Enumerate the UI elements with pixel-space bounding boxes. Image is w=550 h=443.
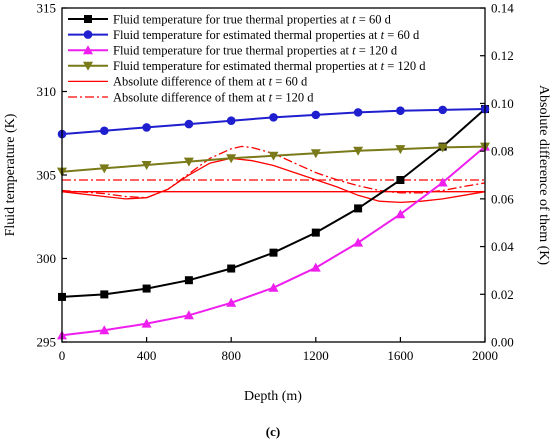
series-0-point-4 xyxy=(227,264,236,273)
ticks-layer: 0 400 800 1200 1600 2000 295 300 305 310 315 0.00 0.… xyxy=(37,1,515,364)
series-3-point-6 xyxy=(310,149,321,159)
y-left-tick-label-2: 305 xyxy=(37,168,57,183)
y-right-tick-label-0: 0.00 xyxy=(491,335,514,350)
x-tick-label-2: 800 xyxy=(221,348,241,363)
series-2-point-2 xyxy=(141,318,152,328)
series-1-point-8 xyxy=(396,106,405,116)
series-0 xyxy=(58,105,489,301)
series-0-point-3 xyxy=(184,276,193,285)
series-3-point-8 xyxy=(395,145,406,155)
y-right-tick-label-7: 0.14 xyxy=(491,1,514,16)
figure-caption: (c) xyxy=(266,424,280,439)
series-0-point-6 xyxy=(311,228,320,237)
series-0-line xyxy=(61,108,486,298)
series-3-point-9 xyxy=(437,143,448,153)
series-1-point-5 xyxy=(269,113,278,122)
legend-marker-3 xyxy=(83,61,93,71)
legend-label-1: Fluid temperature for estimated thermal … xyxy=(113,28,420,42)
legend-label-0: Fluid temperature for true thermal prope… xyxy=(113,12,392,26)
reference-lines-layer xyxy=(62,179,485,193)
x-tick-label-4: 1600 xyxy=(387,348,413,363)
y-right-tick-label-6: 0.12 xyxy=(491,48,514,63)
legend-label-2: Fluid temperature for true thermal prope… xyxy=(113,44,398,58)
y-axis-label-left: Fluid temperature (K) xyxy=(3,113,18,236)
series-3-point-3 xyxy=(183,157,194,167)
series-3-point-2 xyxy=(141,160,152,170)
series-3-point-1 xyxy=(99,164,110,174)
series-2 xyxy=(57,141,490,340)
series-1 xyxy=(57,104,490,139)
series-3-point-7 xyxy=(353,146,364,156)
series-1-point-4 xyxy=(226,116,236,126)
x-tick-label-0: 0 xyxy=(59,348,66,363)
series-2-point-9 xyxy=(437,177,448,187)
series-1-point-6 xyxy=(311,110,321,120)
x-axis-label: Depth (m) xyxy=(244,389,302,404)
x-tick-label-5: 2000 xyxy=(472,348,498,363)
series-3-point-4 xyxy=(226,154,237,164)
series-1-point-7 xyxy=(353,108,363,117)
y-right-tick-label-2: 0.04 xyxy=(491,239,514,254)
series-layer xyxy=(57,104,490,340)
y-left-tick-label-0: 295 xyxy=(37,335,57,350)
x-tick-label-3: 1200 xyxy=(303,348,329,363)
series-2-point-6 xyxy=(310,262,321,272)
x-tick-label-1: 400 xyxy=(137,348,157,363)
series-2-point-5 xyxy=(268,282,279,292)
series-0-point-1 xyxy=(100,290,109,299)
series-1-point-2 xyxy=(142,123,151,132)
y-left-tick-label-4: 315 xyxy=(37,1,57,16)
series-0-point-8 xyxy=(396,176,405,185)
y-left-tick-label-3: 310 xyxy=(37,84,57,99)
series-2-point-4 xyxy=(226,297,237,307)
series-2-point-1 xyxy=(99,325,110,335)
y-axis-label-right: Absolute difference of them (K) xyxy=(536,85,550,265)
legend-marker-2 xyxy=(83,45,93,55)
y-left-tick-label-1: 300 xyxy=(37,251,57,266)
legend-label-4: Absolute difference of them at t = 60 d xyxy=(113,75,308,89)
y-right-tick-label-1: 0.02 xyxy=(491,287,514,302)
series-2-point-3 xyxy=(183,310,194,320)
series-2-point-8 xyxy=(395,209,406,219)
series-2-line xyxy=(61,145,486,337)
legend-marker-0 xyxy=(84,15,92,23)
series-2-point-7 xyxy=(353,237,364,247)
y-right-tick-label-3: 0.06 xyxy=(491,191,514,206)
legend-label-3: Fluid temperature for estimated thermal … xyxy=(113,59,426,73)
series-0-point-5 xyxy=(269,248,278,257)
series-0-point-2 xyxy=(142,284,151,293)
series-1-point-1 xyxy=(100,126,109,136)
series-3-point-5 xyxy=(268,151,279,161)
series-1-point-9 xyxy=(438,105,448,115)
series-1-point-3 xyxy=(184,119,194,129)
legend-marker-1 xyxy=(83,30,93,39)
y-right-tick-label-4: 0.08 xyxy=(491,144,514,159)
legend-label-5: Absolute difference of them at t = 120 d xyxy=(113,90,314,104)
y-right-tick-label-5: 0.10 xyxy=(491,96,514,111)
legend: Fluid temperature for true thermal prope… xyxy=(68,12,426,104)
series-3 xyxy=(57,142,490,177)
series-0-point-7 xyxy=(354,204,363,213)
